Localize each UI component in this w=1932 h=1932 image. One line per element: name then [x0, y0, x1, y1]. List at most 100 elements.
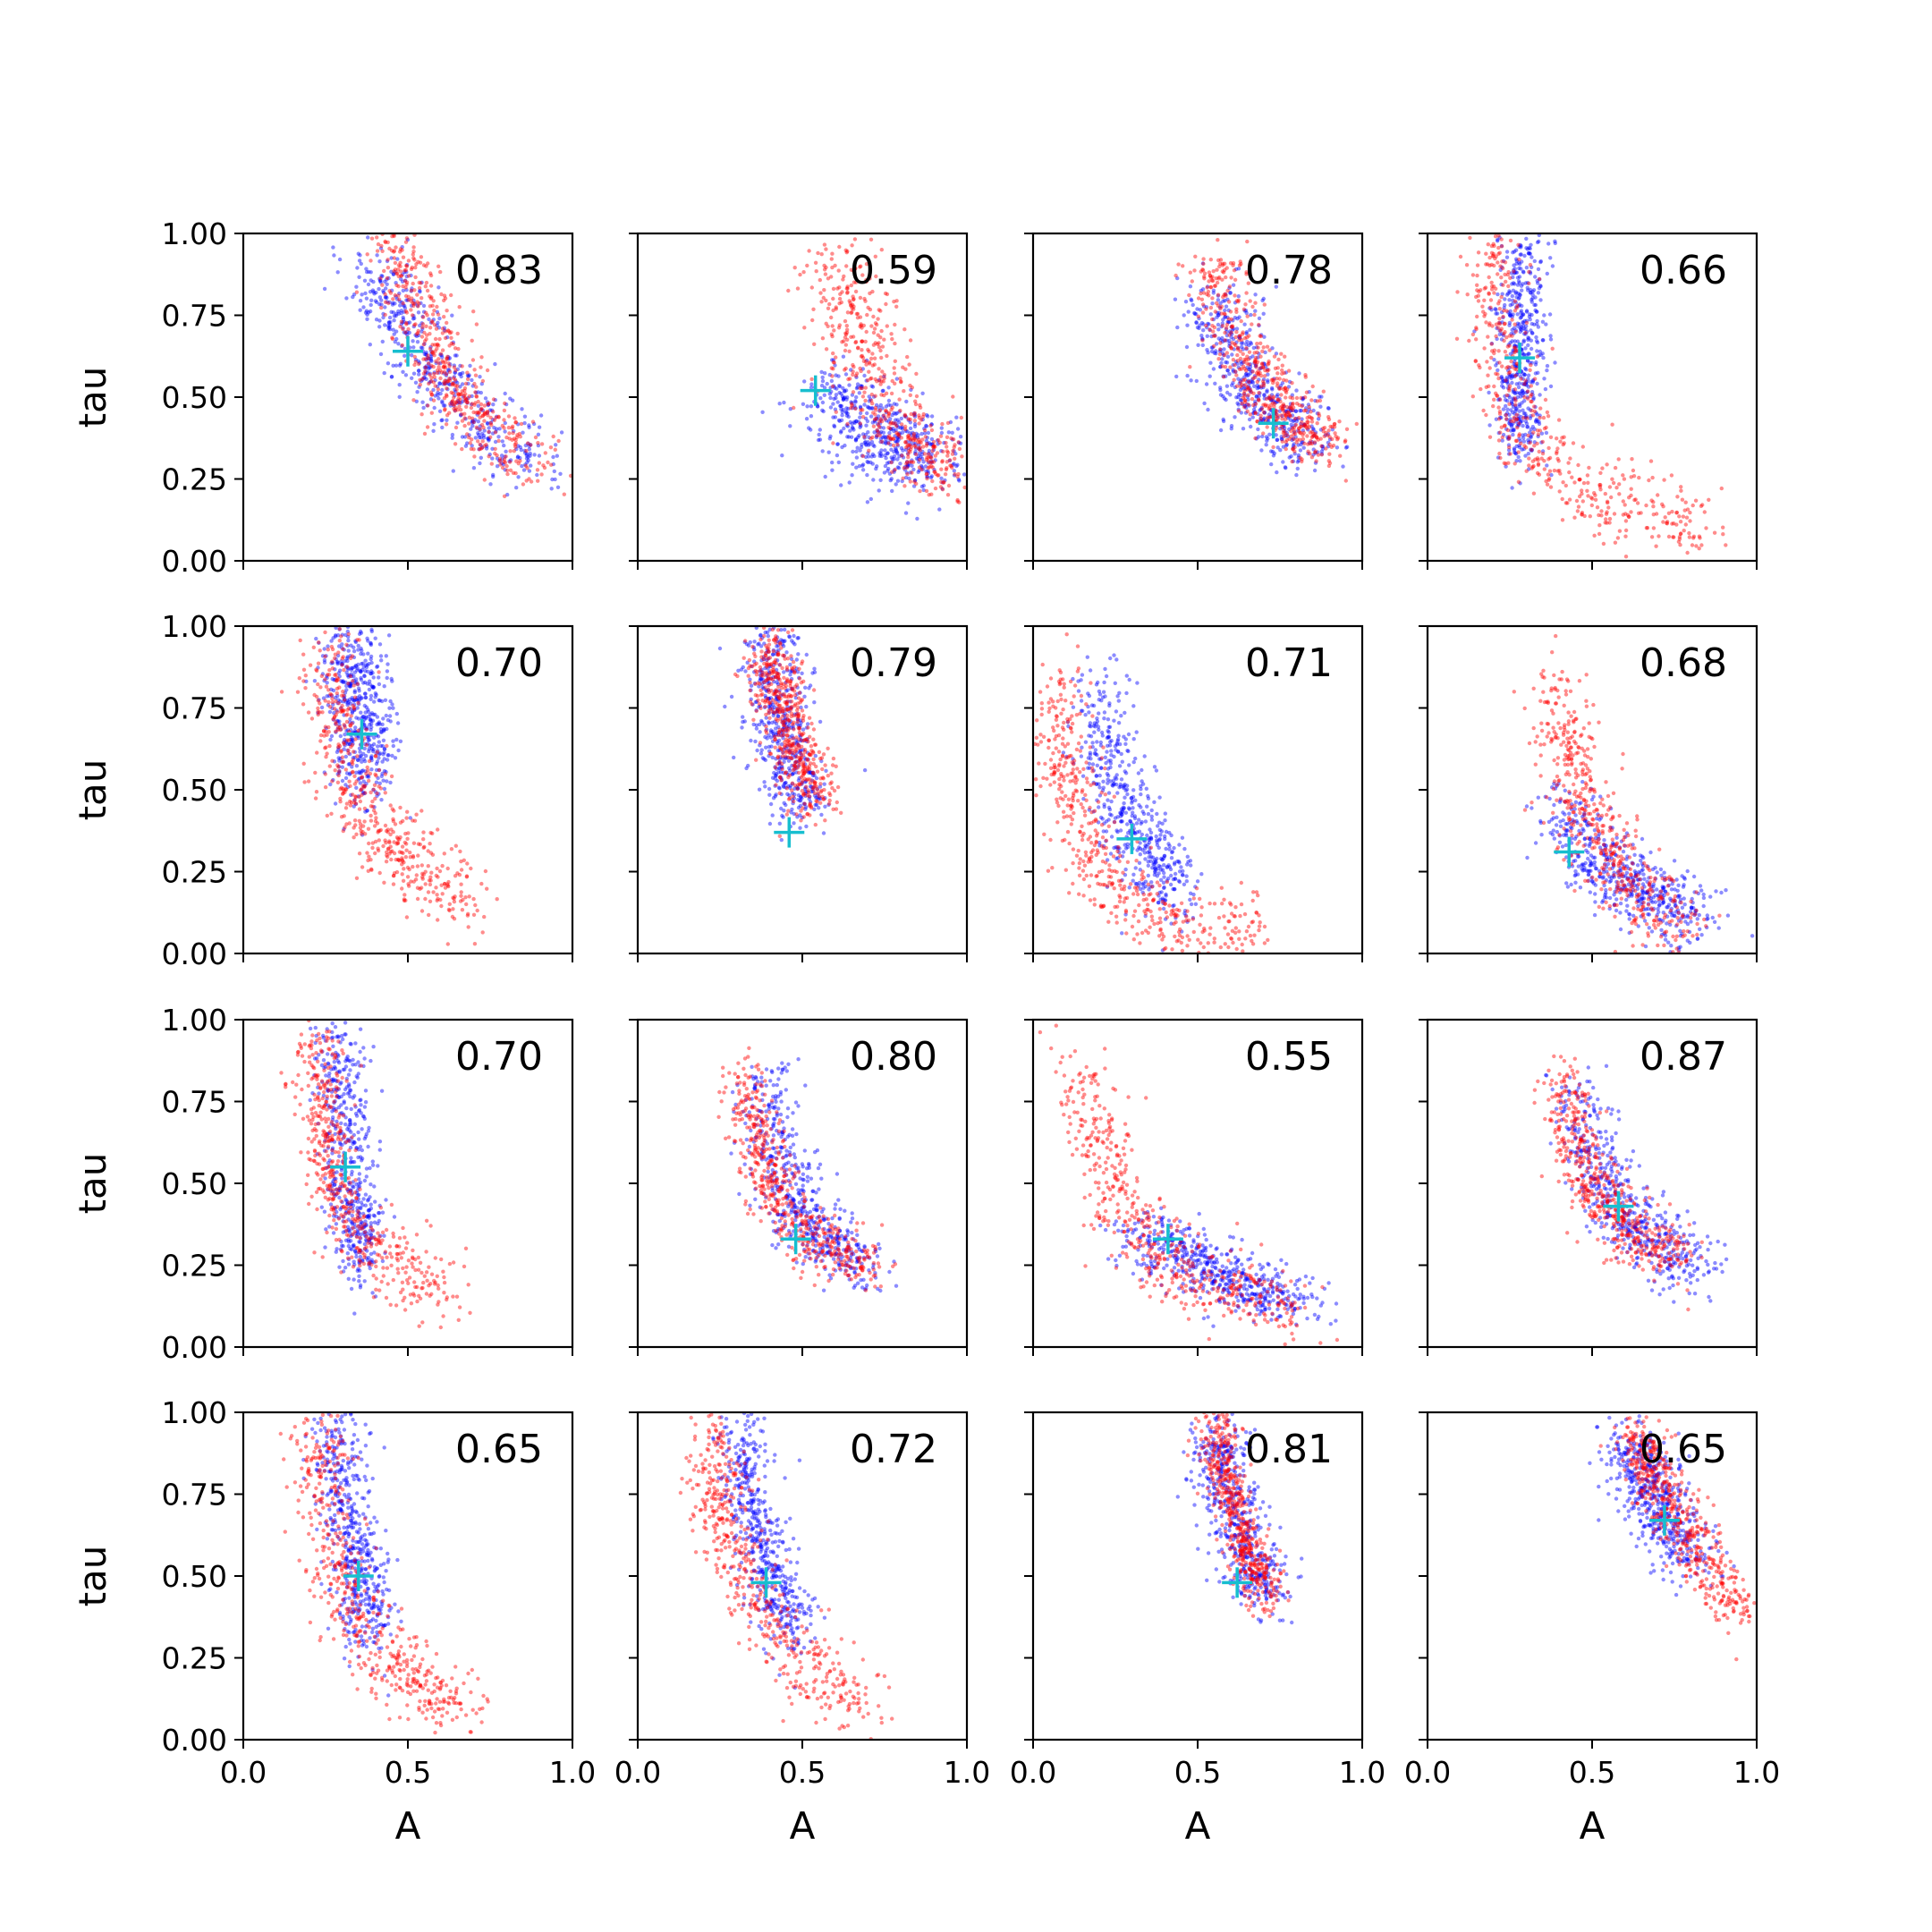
data-point — [1284, 395, 1288, 400]
data-point — [1244, 330, 1250, 335]
data-point — [481, 413, 486, 418]
data-point — [1597, 523, 1602, 528]
data-point — [378, 276, 383, 281]
data-point — [1497, 410, 1503, 414]
series-red-points — [1454, 233, 1728, 559]
data-point — [402, 898, 407, 903]
data-point — [882, 372, 886, 377]
data-point — [1209, 334, 1214, 339]
data-point — [1487, 321, 1492, 326]
data-point — [1324, 430, 1328, 436]
data-point — [1275, 415, 1280, 419]
data-point — [1258, 413, 1263, 418]
data-point — [1553, 360, 1557, 365]
data-point — [1250, 377, 1255, 382]
data-point — [928, 442, 933, 447]
data-point — [390, 336, 395, 342]
data-point — [1292, 423, 1298, 428]
data-point — [394, 363, 399, 368]
data-point — [843, 343, 848, 347]
data-point — [1530, 390, 1535, 394]
data-point — [924, 472, 929, 477]
data-point — [464, 397, 470, 402]
data-point — [411, 855, 416, 860]
data-point — [930, 442, 935, 446]
data-point — [1215, 310, 1220, 315]
data-point — [1284, 378, 1289, 383]
data-point — [528, 453, 532, 458]
data-point — [382, 880, 386, 885]
data-point — [912, 478, 918, 483]
data-point — [342, 741, 346, 747]
data-point — [367, 841, 371, 846]
data-point — [446, 354, 451, 360]
data-point — [445, 418, 449, 422]
data-point — [853, 406, 858, 411]
data-point — [496, 415, 501, 419]
data-point — [443, 408, 447, 412]
data-point — [399, 274, 404, 278]
data-point — [876, 333, 880, 337]
data-point — [1532, 377, 1538, 381]
data-point — [1200, 336, 1205, 341]
data-point — [839, 483, 843, 487]
data-point — [1309, 398, 1314, 402]
data-point — [1326, 406, 1331, 411]
data-point — [1275, 397, 1281, 402]
data-point — [1222, 311, 1226, 316]
data-point — [926, 466, 930, 470]
data-point — [1513, 367, 1517, 371]
data-point — [398, 260, 402, 265]
data-point — [1510, 327, 1514, 332]
data-point — [373, 299, 378, 303]
reference-marker — [1504, 343, 1536, 374]
data-point — [1511, 281, 1516, 285]
data-point — [1522, 394, 1527, 400]
data-point — [869, 324, 874, 328]
data-point — [900, 422, 904, 427]
data-point — [359, 828, 363, 834]
data-point — [1253, 411, 1258, 416]
data-point — [511, 431, 515, 436]
data-point — [428, 830, 433, 835]
data-point — [1242, 403, 1247, 408]
data-point — [1247, 334, 1251, 338]
data-point — [1212, 343, 1216, 349]
data-point — [1562, 441, 1566, 445]
data-point — [1250, 376, 1256, 381]
data-point — [495, 414, 499, 419]
data-point — [1497, 322, 1503, 326]
data-point — [860, 348, 864, 352]
data-point — [513, 419, 519, 425]
data-point — [887, 430, 892, 436]
data-point — [859, 423, 863, 428]
data-point — [1507, 289, 1512, 293]
data-point — [1568, 456, 1572, 461]
data-point — [1522, 372, 1527, 377]
data-point — [359, 646, 363, 651]
data-point — [463, 444, 469, 448]
data-point — [1467, 338, 1471, 343]
data-point — [432, 375, 436, 379]
data-point — [1188, 284, 1193, 289]
data-point — [381, 729, 386, 733]
data-point — [858, 405, 863, 411]
data-point — [949, 463, 953, 469]
data-point — [337, 768, 342, 774]
data-point — [1500, 384, 1504, 388]
data-point — [335, 745, 341, 750]
data-point — [1510, 301, 1515, 307]
data-point — [1496, 376, 1501, 381]
data-point — [337, 744, 343, 749]
data-point — [1312, 450, 1318, 455]
data-point — [403, 330, 408, 335]
data-point — [338, 699, 343, 704]
data-point — [1503, 321, 1507, 326]
data-point — [1517, 266, 1521, 271]
data-point — [448, 376, 453, 381]
data-point — [453, 425, 459, 430]
data-point — [1246, 393, 1250, 397]
data-point — [334, 722, 338, 726]
data-point — [1504, 366, 1509, 370]
data-point — [440, 359, 445, 363]
